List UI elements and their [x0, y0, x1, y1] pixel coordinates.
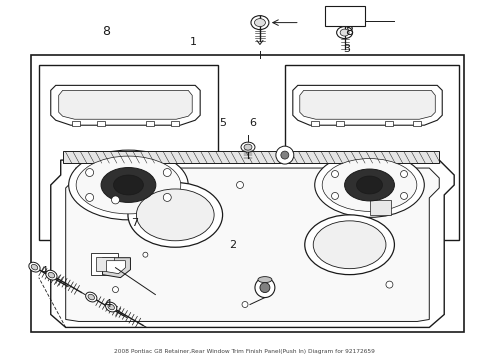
Ellipse shape	[356, 176, 382, 194]
Circle shape	[163, 193, 171, 201]
Polygon shape	[51, 160, 453, 328]
Ellipse shape	[258, 276, 271, 283]
Circle shape	[111, 196, 119, 204]
Polygon shape	[51, 85, 200, 125]
Circle shape	[385, 281, 392, 288]
Circle shape	[85, 193, 93, 201]
Ellipse shape	[336, 27, 352, 39]
Polygon shape	[292, 85, 441, 125]
Polygon shape	[102, 258, 130, 278]
Text: 5: 5	[219, 118, 225, 128]
Text: 1: 1	[189, 37, 197, 47]
Circle shape	[260, 283, 269, 293]
Circle shape	[400, 193, 407, 199]
Bar	[335, 121, 343, 126]
Text: 2: 2	[228, 239, 235, 249]
Ellipse shape	[313, 221, 385, 269]
Ellipse shape	[344, 169, 394, 201]
Polygon shape	[65, 168, 438, 321]
Ellipse shape	[250, 15, 268, 30]
Circle shape	[331, 171, 338, 177]
Bar	[31, 55, 463, 332]
Text: 7: 7	[131, 218, 138, 228]
Bar	[95, 257, 113, 271]
Text: 6: 6	[249, 118, 256, 128]
Circle shape	[85, 168, 93, 176]
Text: 4: 4	[104, 299, 111, 309]
Text: 3: 3	[343, 44, 349, 54]
Circle shape	[280, 151, 288, 159]
Circle shape	[242, 302, 247, 307]
Text: 8: 8	[345, 25, 352, 38]
Ellipse shape	[46, 270, 57, 280]
Text: 4: 4	[40, 266, 47, 276]
Ellipse shape	[244, 144, 251, 150]
Ellipse shape	[101, 167, 156, 202]
Circle shape	[142, 252, 147, 257]
Ellipse shape	[48, 273, 55, 278]
Circle shape	[254, 278, 274, 298]
Ellipse shape	[31, 264, 38, 270]
Bar	[285, 66, 458, 240]
Ellipse shape	[68, 150, 188, 220]
Ellipse shape	[88, 294, 94, 300]
Bar	[39, 66, 218, 240]
Ellipse shape	[29, 262, 40, 272]
Bar	[171, 121, 179, 126]
Bar	[72, 121, 80, 126]
Ellipse shape	[241, 142, 254, 152]
Ellipse shape	[76, 156, 181, 214]
Ellipse shape	[304, 215, 394, 275]
Bar	[324, 6, 364, 26]
Ellipse shape	[105, 302, 117, 312]
Circle shape	[331, 193, 338, 199]
Ellipse shape	[340, 29, 348, 36]
Text: 8: 8	[102, 25, 109, 38]
Bar	[385, 121, 393, 126]
Circle shape	[112, 287, 118, 293]
Bar	[96, 121, 104, 126]
Circle shape	[163, 168, 171, 176]
Polygon shape	[299, 90, 434, 119]
Polygon shape	[106, 261, 125, 274]
Ellipse shape	[254, 19, 265, 27]
Ellipse shape	[314, 153, 424, 217]
Bar	[62, 151, 438, 163]
Circle shape	[400, 171, 407, 177]
Ellipse shape	[85, 292, 97, 302]
Bar	[310, 121, 318, 126]
Ellipse shape	[136, 189, 214, 241]
Ellipse shape	[322, 159, 416, 211]
Ellipse shape	[113, 175, 143, 195]
Polygon shape	[59, 90, 192, 119]
Text: 2008 Pontiac G8 Retainer,Rear Window Trim Finish Panel(Push In) Diagram for 9217: 2008 Pontiac G8 Retainer,Rear Window Tri…	[113, 349, 374, 354]
Bar	[90, 253, 118, 275]
Bar	[412, 121, 421, 126]
Bar	[146, 121, 154, 126]
Ellipse shape	[108, 304, 114, 310]
Circle shape	[236, 181, 243, 189]
Bar	[369, 200, 390, 215]
Ellipse shape	[128, 183, 222, 247]
Circle shape	[275, 146, 293, 164]
